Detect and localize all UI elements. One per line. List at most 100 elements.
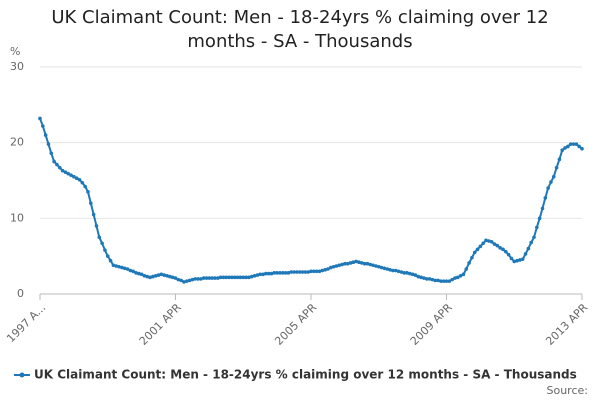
marker (312, 269, 316, 274)
marker (142, 274, 147, 278)
marker (156, 273, 161, 277)
marker (63, 170, 68, 174)
marker (464, 267, 469, 271)
marker (475, 247, 480, 252)
marker (108, 258, 113, 263)
marker (213, 276, 217, 280)
marker (393, 268, 398, 273)
x-tick-label: 2009 APR (408, 301, 455, 348)
marker (360, 261, 364, 265)
marker (105, 254, 110, 258)
marker (535, 225, 539, 230)
marker (382, 266, 387, 271)
marker (433, 278, 438, 283)
marker (184, 279, 189, 283)
marker (439, 279, 443, 283)
marker (292, 270, 296, 274)
marker (244, 275, 248, 280)
marker (38, 116, 42, 121)
marker (467, 261, 471, 265)
marker (317, 269, 322, 274)
marker (187, 278, 192, 283)
marker (399, 270, 404, 274)
marker (300, 270, 305, 274)
marker (512, 259, 517, 264)
marker (207, 276, 212, 280)
marker (365, 261, 370, 266)
y-tick-label: 10 (10, 211, 24, 224)
y-tick-label: 20 (10, 136, 24, 149)
marker (66, 171, 71, 176)
marker (509, 256, 514, 261)
marker (269, 271, 274, 276)
marker (323, 267, 327, 272)
marker (272, 271, 277, 275)
marker (436, 278, 440, 283)
marker (554, 165, 559, 170)
marker (362, 261, 367, 266)
marker (577, 144, 581, 149)
marker (182, 280, 186, 284)
marker (320, 268, 325, 273)
marker (495, 243, 500, 248)
marker (193, 277, 198, 281)
marker (416, 274, 421, 279)
marker (139, 272, 144, 277)
marker (252, 274, 257, 278)
marker (148, 275, 152, 280)
marker (526, 246, 531, 251)
marker (580, 146, 584, 151)
marker (422, 276, 426, 280)
marker (122, 266, 127, 271)
marker (261, 272, 265, 277)
marker (568, 142, 573, 146)
marker (170, 275, 175, 280)
marker (134, 271, 138, 275)
marker (492, 242, 497, 246)
marker (478, 244, 483, 249)
marker (328, 265, 333, 270)
marker (549, 180, 553, 184)
marker (103, 248, 107, 252)
marker (94, 224, 99, 228)
marker (283, 271, 288, 275)
marker (216, 276, 220, 280)
marker (379, 265, 384, 270)
marker (405, 271, 409, 275)
marker (340, 262, 344, 267)
marker (489, 239, 494, 244)
marker (275, 271, 279, 275)
marker (46, 142, 51, 146)
marker (374, 264, 378, 268)
marker (249, 274, 254, 279)
marker (563, 146, 567, 150)
marker (173, 276, 178, 280)
marker (120, 265, 124, 270)
marker (264, 271, 268, 276)
marker (424, 277, 429, 281)
marker (481, 241, 485, 246)
marker (388, 267, 392, 272)
marker (391, 268, 395, 273)
marker (114, 264, 119, 268)
marker (484, 238, 488, 243)
marker (472, 250, 477, 255)
marker (278, 271, 282, 275)
marker (145, 274, 150, 279)
marker (196, 277, 200, 281)
x-tick-label: 2001 APR (137, 301, 184, 348)
marker (551, 174, 556, 179)
marker (498, 246, 502, 250)
marker (371, 263, 375, 268)
marker (566, 144, 570, 149)
marker (546, 186, 550, 190)
marker (560, 148, 565, 153)
marker (201, 276, 206, 280)
marker (137, 271, 141, 276)
marker (396, 269, 401, 274)
marker (487, 239, 491, 243)
chart-title: UK Claimant Count: Men - 18-24yrs % clai… (51, 7, 549, 52)
marker (179, 278, 183, 283)
marker (447, 279, 452, 283)
marker (89, 201, 93, 205)
